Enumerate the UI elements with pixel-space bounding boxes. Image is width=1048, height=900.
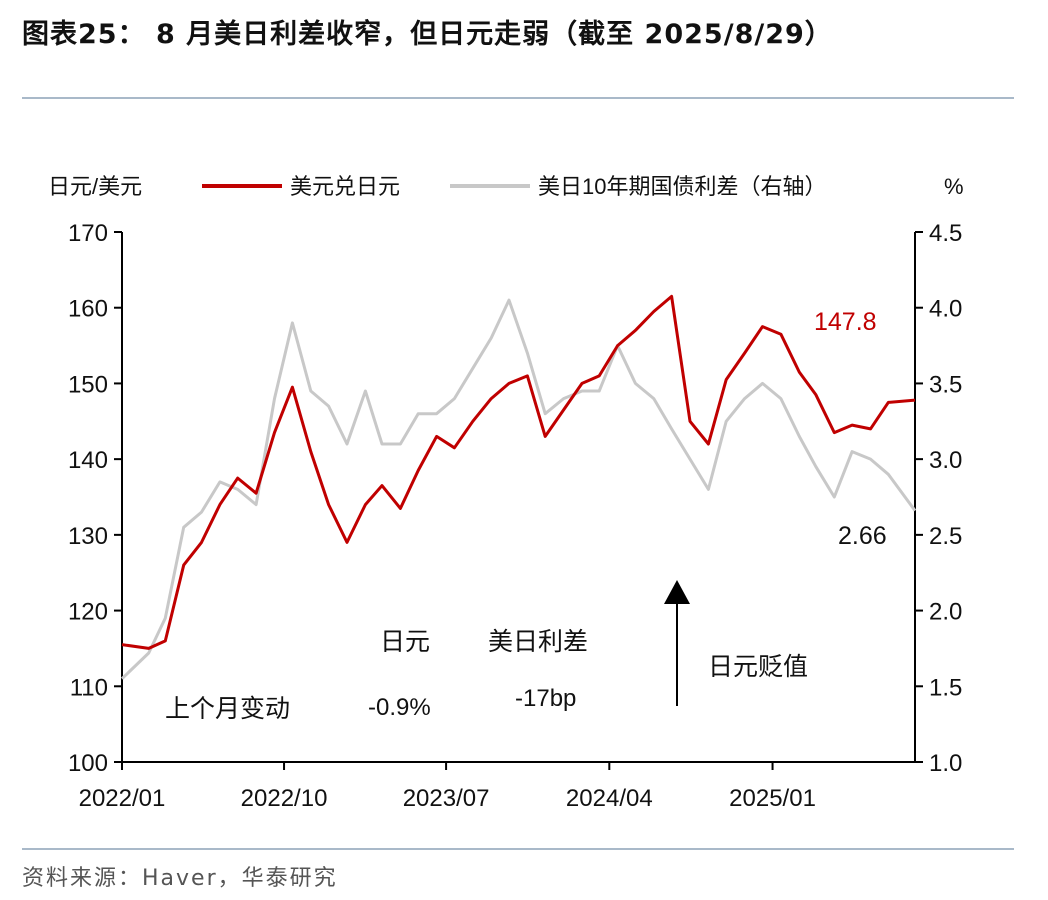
left-axis-label: 日元/美元 [48, 174, 142, 199]
x-axis-ticks: 2022/01 2022/10 2023/07 2024/04 2025/01 [79, 762, 816, 812]
table-header-yen: 日元 [380, 628, 430, 656]
spread-change-value: -17bp [515, 685, 576, 712]
legend: 美元兑日元 美日10年期国债利差（右轴） [202, 174, 826, 199]
right-tick-label: 1.5 [929, 674, 962, 701]
bottom-divider [22, 848, 1014, 850]
x-tick-label: 2023/07 [403, 785, 490, 812]
top-divider [22, 97, 1014, 99]
left-tick-label: 130 [68, 523, 108, 550]
change-table: 日元 美日利差 上个月变动 -0.9% -17bp [165, 628, 588, 723]
right-tick-label: 2.5 [929, 523, 962, 550]
left-tick-label: 140 [68, 447, 108, 474]
arrow-head [664, 580, 690, 604]
x-tick-label: 2022/01 [79, 785, 166, 812]
right-tick-label: 2.0 [929, 599, 962, 626]
x-tick-label: 2025/01 [729, 785, 816, 812]
arrow-label: 日元贬值 [708, 653, 808, 681]
x-tick-label: 2024/04 [566, 785, 653, 812]
usdjpy-end-label: 147.8 [814, 308, 877, 336]
depreciation-arrow: 日元贬值 [664, 580, 808, 706]
spread-end-label: 2.66 [838, 522, 887, 550]
series-line-usdjpy [121, 294, 916, 650]
right-tick-label: 4.0 [929, 296, 962, 323]
left-tick-label: 170 [68, 220, 108, 247]
left-tick-label: 120 [68, 599, 108, 626]
left-tick-label: 160 [68, 296, 108, 323]
left-tick-label: 100 [68, 750, 108, 777]
left-tick-label: 150 [68, 371, 108, 398]
table-header-spread: 美日利差 [488, 628, 588, 656]
right-axis-label: % [944, 174, 964, 199]
right-tick-label: 3.0 [929, 447, 962, 474]
series-line-spread [120, 298, 917, 680]
legend-label-usdjpy: 美元兑日元 [290, 174, 400, 199]
x-tick-label: 2022/10 [241, 785, 328, 812]
table-row-label: 上个月变动 [165, 695, 290, 723]
chart-title: 图表25： 8 月美日利差收窄，但日元走弱（截至 2025/8/29） [22, 19, 833, 50]
yen-change-value: -0.9% [368, 694, 431, 721]
right-tick-label: 4.5 [929, 220, 962, 247]
right-tick-label: 3.5 [929, 371, 962, 398]
left-axis-ticks: 100 110 120 130 140 150 160 170 [68, 220, 122, 777]
right-tick-label: 1.0 [929, 750, 962, 777]
plot-frame [121, 232, 916, 763]
left-tick-label: 110 [70, 674, 108, 701]
legend-label-spread: 美日10年期国债利差（右轴） [538, 174, 826, 199]
source-note: 资料来源：Haver，华泰研究 [22, 866, 338, 891]
right-axis-ticks: 1.0 1.5 2.0 2.5 3.0 3.5 4.0 4.5 [915, 220, 962, 777]
